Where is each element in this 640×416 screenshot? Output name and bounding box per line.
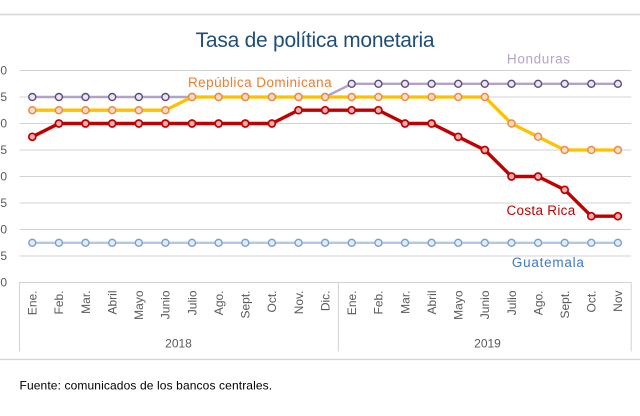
svg-text:Oct.: Oct. <box>585 291 599 313</box>
svg-text:Tasa de política monetaria: Tasa de política monetaria <box>196 29 435 52</box>
svg-text:3.0: 3.0 <box>0 223 7 237</box>
svg-text:Ago.: Ago. <box>212 291 226 316</box>
svg-text:Sept.: Sept. <box>558 291 572 319</box>
svg-text:2019: 2019 <box>474 337 501 351</box>
svg-text:Mar.: Mar. <box>398 291 412 314</box>
svg-text:5.5: 5.5 <box>0 90 7 104</box>
svg-text:Junio: Junio <box>159 290 173 319</box>
svg-text:Honduras: Honduras <box>507 52 571 67</box>
svg-text:Sept.: Sept. <box>239 291 253 319</box>
svg-text:Mayo: Mayo <box>452 290 466 320</box>
svg-text:2.5: 2.5 <box>0 249 7 263</box>
svg-text:Nov.: Nov. <box>292 291 306 315</box>
svg-text:Ene.: Ene. <box>26 291 40 316</box>
svg-text:Oct.: Oct. <box>265 291 279 313</box>
svg-text:Costa Rica: Costa Rica <box>506 203 575 218</box>
svg-text:Mar.: Mar. <box>79 291 93 314</box>
svg-text:Ago.: Ago. <box>531 291 545 316</box>
svg-text:Julio: Julio <box>185 290 199 315</box>
svg-text:2018: 2018 <box>165 337 192 351</box>
svg-text:Abril: Abril <box>106 291 120 315</box>
svg-text:Abril: Abril <box>425 291 439 315</box>
svg-text:Feb.: Feb. <box>52 291 66 315</box>
svg-text:Junio: Junio <box>478 290 492 319</box>
svg-text:6.0: 6.0 <box>0 64 7 78</box>
svg-text:República Dominicana: República Dominicana <box>188 75 332 90</box>
svg-text:Ene.: Ene. <box>345 291 359 316</box>
svg-text:5.0: 5.0 <box>0 117 7 131</box>
svg-text:Fuente: comunicados de los ban: Fuente: comunicados de los bancos centra… <box>20 379 273 393</box>
svg-text:4.5: 4.5 <box>0 143 7 157</box>
svg-text:2.0: 2.0 <box>0 276 7 290</box>
svg-text:Mayo: Mayo <box>132 290 146 320</box>
svg-text:3.5: 3.5 <box>0 196 7 210</box>
svg-text:Dic.: Dic. <box>318 291 332 312</box>
svg-text:Nov: Nov <box>611 291 625 312</box>
svg-text:4.0: 4.0 <box>0 170 7 184</box>
svg-text:Feb.: Feb. <box>372 291 386 315</box>
svg-text:Guatemala: Guatemala <box>512 255 585 270</box>
svg-text:Julio: Julio <box>505 290 519 315</box>
